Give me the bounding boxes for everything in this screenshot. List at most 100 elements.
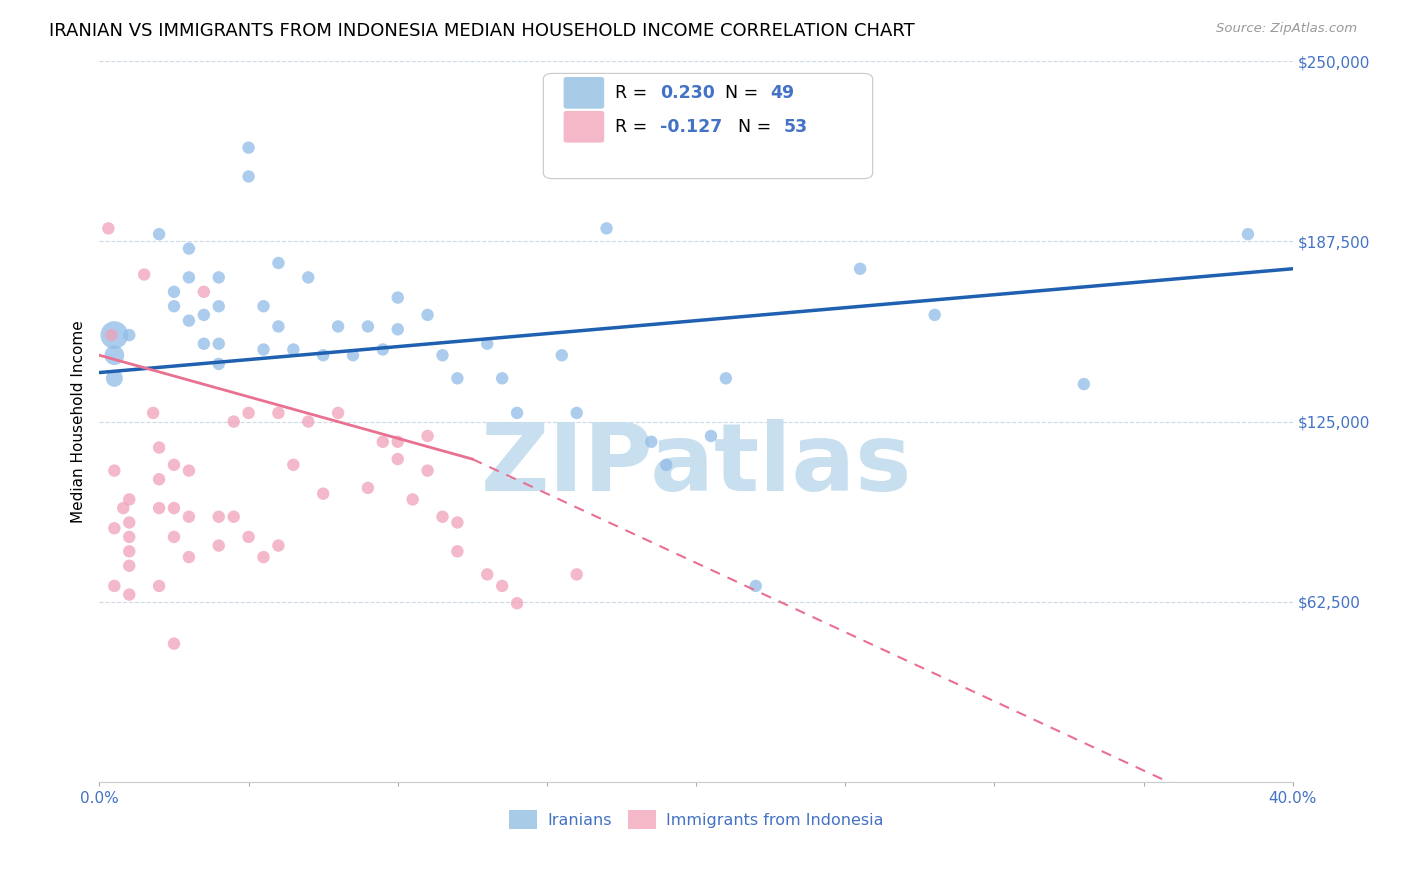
Point <box>551 348 574 362</box>
Point <box>252 550 274 565</box>
Text: 53: 53 <box>783 118 807 136</box>
Point <box>477 567 499 582</box>
Point <box>1073 377 1095 392</box>
FancyBboxPatch shape <box>564 111 605 143</box>
Point <box>446 371 468 385</box>
Point <box>163 458 186 472</box>
Point <box>208 357 231 371</box>
Point <box>238 141 260 155</box>
Point <box>283 458 305 472</box>
Point <box>267 256 290 270</box>
Point <box>208 270 231 285</box>
Point <box>297 415 319 429</box>
Point <box>416 464 439 478</box>
Point <box>208 336 231 351</box>
Text: -0.127: -0.127 <box>661 118 723 136</box>
Point <box>267 319 290 334</box>
Point <box>238 169 260 184</box>
Point <box>97 221 120 235</box>
Point <box>491 579 513 593</box>
Point <box>177 464 200 478</box>
Point <box>148 501 170 516</box>
Point <box>371 343 394 357</box>
Point <box>416 429 439 443</box>
Point <box>342 348 364 362</box>
Point <box>401 492 423 507</box>
Point <box>297 270 319 285</box>
Point <box>118 588 141 602</box>
Point <box>924 308 946 322</box>
Text: 0.230: 0.230 <box>661 84 716 102</box>
Point <box>118 328 141 343</box>
Point <box>357 481 380 495</box>
Point <box>103 328 125 343</box>
Point <box>312 348 335 362</box>
Point <box>163 530 186 544</box>
Point <box>148 227 170 241</box>
Text: Source: ZipAtlas.com: Source: ZipAtlas.com <box>1216 22 1357 36</box>
Point <box>118 558 141 573</box>
Point <box>416 308 439 322</box>
Text: N =: N = <box>724 84 763 102</box>
Point <box>148 472 170 486</box>
Point <box>326 319 349 334</box>
Point <box>163 299 186 313</box>
Point <box>446 544 468 558</box>
Point <box>326 406 349 420</box>
Point <box>387 322 409 336</box>
Point <box>387 291 409 305</box>
Point <box>1237 227 1260 241</box>
Point <box>103 521 125 535</box>
Text: ZIPatlas: ZIPatlas <box>481 419 911 511</box>
Point <box>238 406 260 420</box>
Point <box>387 452 409 467</box>
Point <box>595 221 617 235</box>
Point <box>193 336 215 351</box>
Point <box>118 530 141 544</box>
FancyBboxPatch shape <box>564 77 605 109</box>
Point <box>177 509 200 524</box>
Point <box>238 530 260 544</box>
Point <box>177 270 200 285</box>
Point <box>118 516 141 530</box>
Point <box>222 509 245 524</box>
Point <box>744 579 766 593</box>
Point <box>371 434 394 449</box>
Point <box>148 441 170 455</box>
Point <box>432 348 454 362</box>
Text: R =: R = <box>614 84 652 102</box>
Point <box>163 501 186 516</box>
Point <box>252 343 274 357</box>
Point <box>432 509 454 524</box>
Point <box>252 299 274 313</box>
Point <box>283 343 305 357</box>
Point <box>387 434 409 449</box>
Point <box>177 242 200 256</box>
Point <box>103 371 125 385</box>
Y-axis label: Median Household Income: Median Household Income <box>72 320 86 523</box>
Text: N =: N = <box>738 118 776 136</box>
Point <box>118 544 141 558</box>
Point <box>506 406 529 420</box>
Point <box>446 516 468 530</box>
Point <box>100 328 122 343</box>
Point <box>565 567 588 582</box>
FancyBboxPatch shape <box>543 73 873 178</box>
Point <box>357 319 380 334</box>
Text: R =: R = <box>614 118 652 136</box>
Point <box>208 509 231 524</box>
Point <box>491 371 513 385</box>
Point <box>849 261 872 276</box>
Point <box>267 539 290 553</box>
Point <box>103 464 125 478</box>
Point <box>267 406 290 420</box>
Point <box>477 336 499 351</box>
Point <box>208 539 231 553</box>
Point <box>118 492 141 507</box>
Text: 49: 49 <box>770 84 794 102</box>
Point <box>208 299 231 313</box>
Point <box>163 637 186 651</box>
Point <box>193 285 215 299</box>
Point <box>112 501 135 516</box>
Point <box>177 313 200 327</box>
